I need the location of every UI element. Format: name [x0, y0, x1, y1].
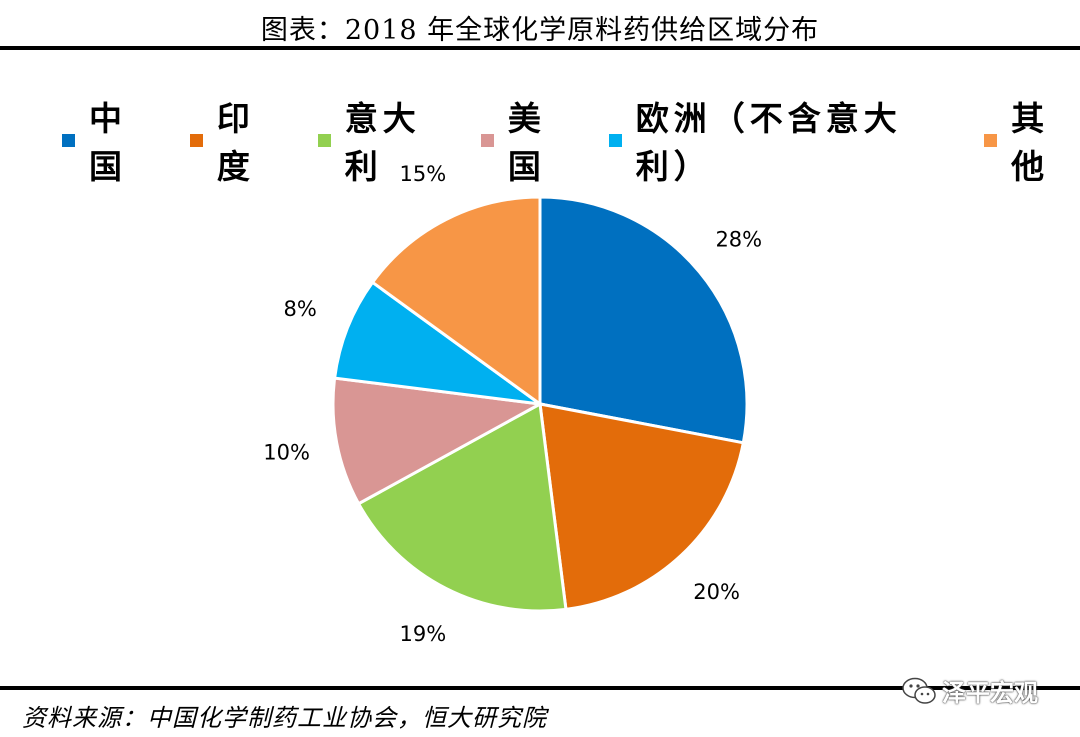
slice-italy: [356, 401, 568, 613]
slice-percent-label: 8%: [283, 297, 316, 321]
legend-label: 意大利: [344, 99, 421, 186]
legend-label: 印度: [216, 99, 255, 186]
top-divider: [0, 46, 1080, 50]
slice-percent-label: 10%: [263, 440, 310, 464]
legend-swatch: [317, 133, 331, 147]
slice-percent-label: 28%: [715, 228, 762, 252]
slice-china: [538, 195, 749, 445]
legend-item-europe: 欧洲（不含意大利）: [608, 92, 952, 188]
slice-usa: [331, 376, 545, 506]
legend-swatch: [62, 133, 75, 147]
legend-item-india: 印度: [189, 92, 286, 188]
slice-percent-label: 20%: [693, 580, 740, 604]
legend-swatch: [189, 133, 203, 147]
legend-label: 中国: [89, 99, 127, 186]
legend-item-usa: 美国: [480, 92, 577, 188]
legend-item-china: 中国: [62, 92, 158, 188]
source-note: 资料来源：中国化学制药工业协会，恒大研究院: [22, 704, 547, 732]
legend-swatch: [608, 133, 622, 147]
slice-percent-label: 15%: [400, 162, 447, 186]
watermark-text: 泽平宏观: [942, 679, 1038, 707]
legend-item-italy: 意大利: [317, 92, 449, 188]
slice-europe: [332, 280, 541, 406]
wechat-icon: [902, 677, 936, 704]
legend-label: 美国: [507, 99, 546, 186]
slice-india: [538, 402, 746, 612]
watermark: 泽平宏观: [902, 673, 1038, 708]
bottom-divider: [0, 686, 1080, 690]
chart-legend: 中国 印度 意大利 美国 欧洲（不含意大利） 其他: [62, 92, 1080, 188]
legend-item-other: 其他: [984, 92, 1080, 188]
legend-swatch: [480, 133, 494, 147]
legend-label: 欧洲（不含意大利）: [635, 99, 902, 186]
chart-title: 图表：2018 年全球化学原料药供给区域分布: [260, 15, 820, 46]
legend-swatch: [984, 133, 998, 147]
legend-label: 其他: [1011, 99, 1050, 186]
slice-other: [370, 195, 542, 407]
slice-percent-label: 19%: [400, 622, 447, 646]
